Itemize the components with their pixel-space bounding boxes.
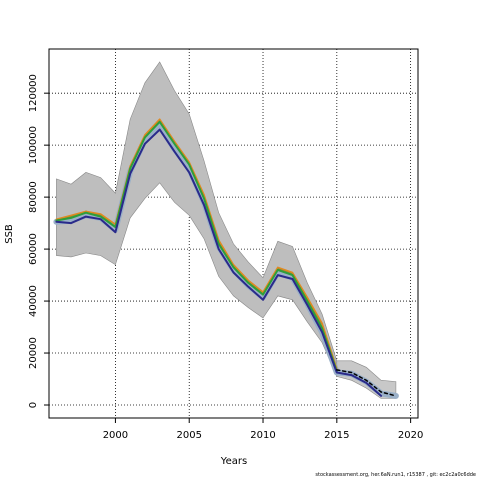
series-line-2 [55, 118, 338, 370]
x-tick-label: 2010 [250, 430, 275, 441]
x-tick-label: 2020 [398, 430, 423, 441]
confidence-bands [56, 61, 397, 399]
footer-credit: stockassessment.org, her.6aN.run1, r1538… [315, 472, 476, 478]
y-axis-label: SSB [4, 224, 15, 244]
y-tick-label: 80000 [28, 181, 39, 213]
series-line-5 [336, 369, 397, 397]
x-tick-label: 2015 [324, 430, 349, 441]
x-tick-label: 2005 [176, 430, 201, 441]
series-line-4 [55, 128, 383, 397]
y-tick-label: 120000 [28, 74, 39, 112]
series-line-3 [55, 120, 338, 373]
y-tick-label: 20000 [28, 337, 39, 369]
plot-frame [48, 48, 419, 419]
y-tick-label: 0 [28, 402, 39, 408]
y-tick-label: 40000 [28, 285, 39, 317]
y-tick-label: 60000 [28, 233, 39, 265]
x-tick-label: 2000 [103, 430, 128, 441]
y-tick-label: 100000 [28, 126, 39, 164]
x-axis-label: Years [220, 456, 247, 467]
series-lines [53, 118, 399, 399]
axes: 2000 2005 2010 2015 2020 0 20000 40000 60000 8000… [28, 74, 423, 441]
